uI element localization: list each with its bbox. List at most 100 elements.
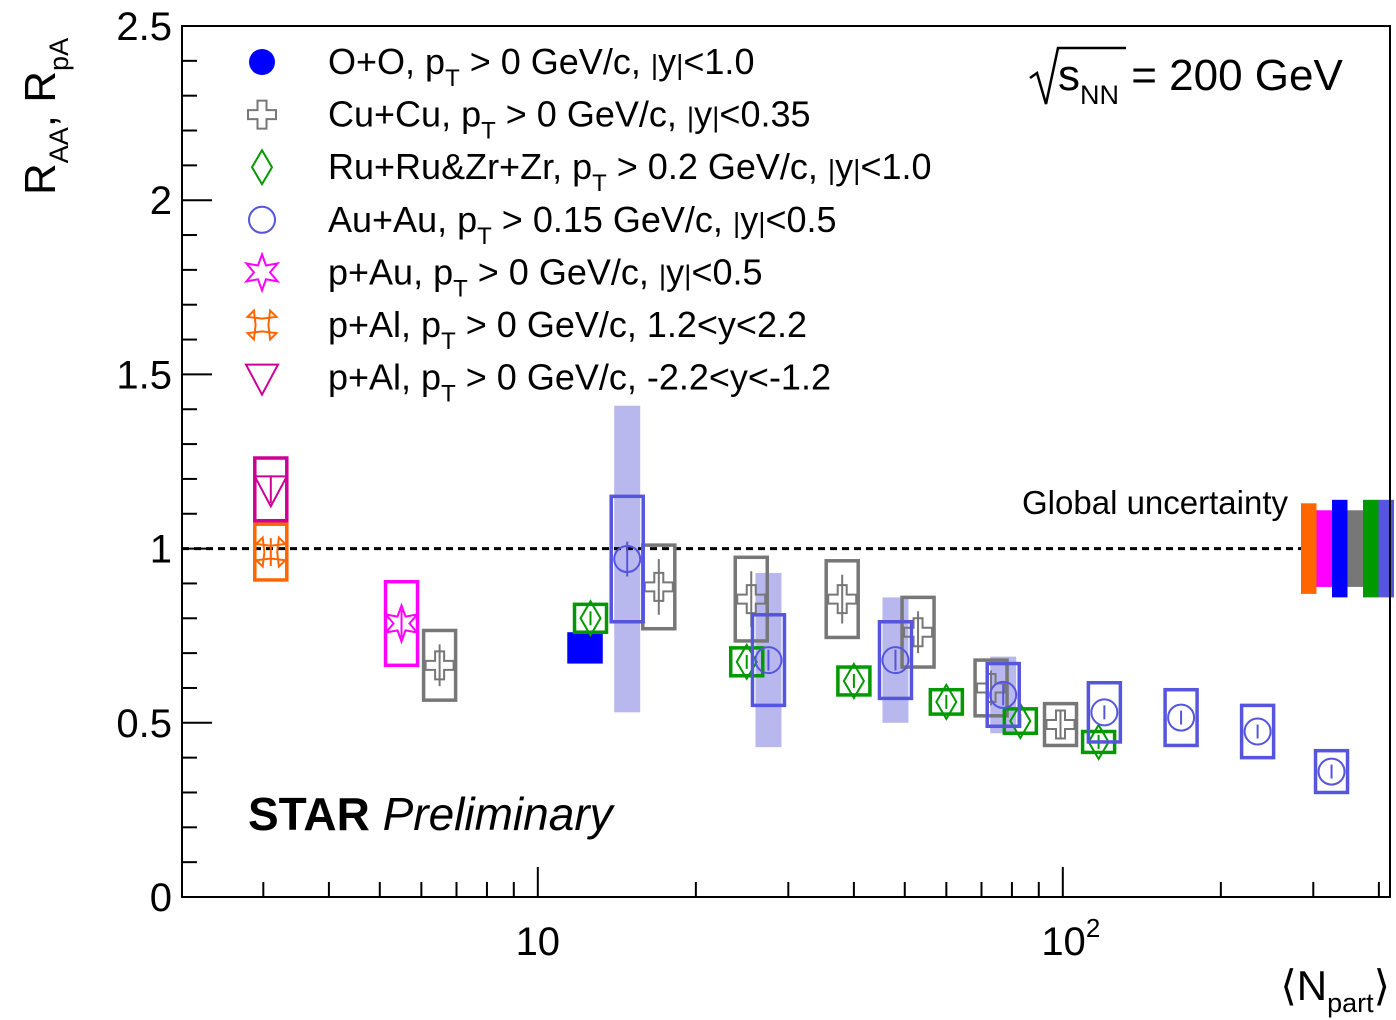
global-uncertainty-band-2: [1332, 499, 1348, 598]
legend-item-auau: Au+Au, pT > 0.15 GeV/c, |y|<0.5: [248, 199, 837, 250]
x-axis-label-sub: part: [1327, 988, 1374, 1018]
pau-sys-box-0: [383, 579, 420, 668]
y-axis-label-sub1: AA: [44, 127, 74, 163]
isobar-sys-box-1: [728, 646, 765, 678]
energy-label-sub: NN: [1080, 80, 1119, 110]
auau-sys-box-0: [609, 494, 645, 624]
x-axis-label: ⟨Npart⟩: [1280, 962, 1390, 1018]
isobar-marker-2: [842, 662, 866, 700]
auau-marker-2: [881, 646, 910, 675]
auau-point-6: [1239, 703, 1276, 760]
auau-sys-box-2: [877, 620, 914, 701]
y-tick-label: 2: [150, 179, 172, 223]
isobar-point-2: [836, 662, 872, 700]
oo-point-0: [567, 632, 603, 664]
auau-sys-box-5: [1163, 687, 1199, 748]
legend-text-y: y: [835, 146, 853, 187]
cucu-sys-box-6: [1042, 701, 1079, 748]
auau-point-4: [1086, 680, 1123, 744]
global-uncertainty-label: Global uncertainty: [1022, 484, 1288, 521]
legend-text-c: <0.5: [691, 251, 762, 292]
auau-sys-box-7: [1313, 748, 1350, 795]
legend-label-auau: Au+Au, pT > 0.15 GeV/c, |y|<0.5: [328, 199, 837, 250]
legend-abs-open: |: [733, 207, 740, 238]
auau-point-2: [877, 620, 914, 701]
legend-text-b: > 0 GeV/c,: [468, 251, 659, 292]
cucu-sys-box-3: [824, 559, 860, 640]
cucu-sys-box-5: [973, 658, 1009, 718]
auau-marker-0: [613, 545, 642, 574]
y-tick-label: 1: [150, 528, 172, 572]
auau-point-7: [1313, 748, 1350, 795]
svg-text:RAA, RpA: RAA, RpA: [16, 38, 74, 195]
legend-abs-open: |: [828, 154, 835, 185]
legend-text-sub: T: [592, 170, 607, 197]
pal-fwd-point-0: [253, 522, 289, 582]
legend-marker-oo: [249, 49, 275, 75]
legend-item-pau: p+Au, pT > 0 GeV/c, |y|<0.5: [243, 251, 763, 302]
auau-sys-box-6: [1239, 703, 1276, 760]
y-tick-label: 0: [150, 876, 172, 920]
series-pal-fwd: [253, 522, 289, 582]
legend-label-pau: p+Au, pT > 0 GeV/c, |y|<0.5: [328, 251, 763, 302]
cucu-marker-6: [1045, 709, 1076, 740]
cucu-sys-box-0: [421, 628, 458, 702]
series-isobar: [572, 599, 1117, 761]
pal-fwd-marker-0: [254, 535, 288, 569]
legend-abs-close: |: [684, 259, 691, 290]
y-axis-label-sep: ,: [16, 103, 65, 127]
pal-bwd-point-0: [253, 456, 289, 523]
global-uncertainty-layer: [1301, 499, 1394, 598]
legend-abs-open: |: [651, 49, 658, 80]
pau-point-0: [383, 579, 420, 668]
auau-sys-box-1: [750, 613, 787, 708]
preliminary-label: Preliminary: [383, 788, 616, 840]
svg-text:sNN = 200 GeV: sNN = 200 GeV: [1058, 51, 1343, 110]
cucu-point-3: [824, 559, 860, 640]
legend-text-a: O+O, p: [328, 41, 445, 82]
energy-label-s: s: [1058, 51, 1080, 100]
star-label: STAR: [248, 788, 370, 840]
cucu-marker-0: [424, 650, 455, 681]
isobar-marker-4: [1009, 702, 1032, 741]
pal-fwd-sys-box-0: [253, 522, 289, 582]
legend-label-pal-bwd: p+Al, pT > 0 GeV/c, -2.2<y<-1.2: [328, 357, 831, 408]
auau-marker-5: [1167, 703, 1196, 732]
legend-marker-pau: [243, 251, 281, 294]
legend-item-cucu: Cu+Cu, pT > 0 GeV/c, |y|<0.35: [247, 94, 811, 145]
legend-text-a: Cu+Cu, p: [328, 94, 481, 135]
auau-point-5: [1163, 687, 1199, 748]
legend-text-c: <0.35: [719, 94, 810, 135]
auau-marker-3: [989, 680, 1018, 709]
y-axis-label-r2: R: [16, 71, 65, 103]
series-oo: [567, 632, 603, 664]
legend-text-a: p+Au, p: [328, 251, 453, 292]
legend-text-y: y: [666, 251, 684, 292]
series-cucu: [421, 543, 1079, 748]
series-pau: [383, 579, 420, 668]
legend-text-y: y: [740, 199, 758, 240]
series-auau: [609, 494, 1350, 795]
legend-abs-close: |: [676, 49, 683, 80]
x-tick-label-sup: 2: [1086, 913, 1100, 943]
legend: O+O, pT > 0 GeV/c, |y|<1.0Cu+Cu, pT > 0 …: [243, 41, 932, 408]
cucu-point-1: [641, 543, 677, 631]
auau-point-0: [609, 494, 645, 624]
legend-marker-pal-bwd: [244, 363, 280, 397]
legend-item-pal-bwd: p+Al, pT > 0 GeV/c, -2.2<y<-1.2: [244, 357, 831, 408]
legend-text-b: > 0 GeV/c,: [460, 41, 651, 82]
series-pal-bwd: [253, 456, 289, 523]
legend-item-isobar: Ru+Ru&Zr+Zr, pT > 0.2 GeV/c, |y|<1.0: [250, 146, 932, 197]
auau-sys-box-4: [1086, 680, 1123, 744]
global-uncertainty-band-1: [1316, 510, 1332, 587]
cucu-sys-box-4: [900, 595, 936, 669]
isobar-point-3: [928, 682, 965, 721]
cucu-marker-3: [827, 584, 858, 615]
pau-marker-0: [383, 602, 420, 645]
global-uncertainty-band-5: [1378, 499, 1394, 598]
y-tick-label: 1.5: [116, 353, 172, 397]
cucu-marker-4: [903, 617, 934, 648]
sqrt-sign-icon: [1029, 46, 1126, 105]
legend-marker-auau: [248, 205, 276, 234]
